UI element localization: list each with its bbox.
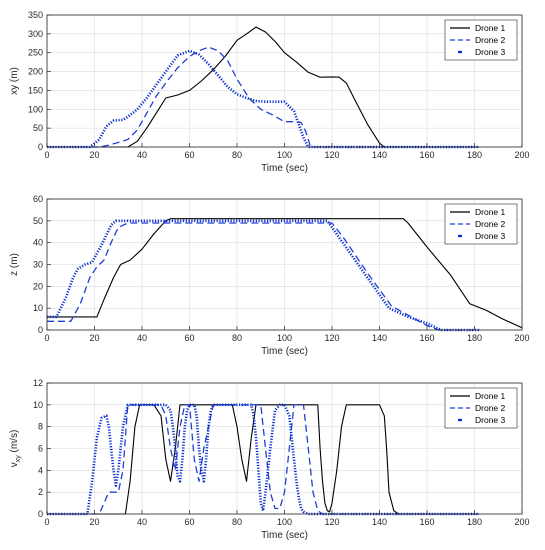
chart-3-xtick-label-4: 80	[232, 517, 242, 527]
chart-2-xtick-label-4: 80	[232, 333, 242, 343]
chart-3-xtick-label-1: 20	[89, 517, 99, 527]
chart-3-legend-label-2: Drone 2	[475, 403, 506, 413]
chart-1-legend-label-3: Drone 3	[475, 47, 506, 57]
chart-3-xtick-label-8: 160	[419, 517, 434, 527]
chart-2-xtick-label-8: 160	[419, 333, 434, 343]
chart-2-xtick-label-10: 200	[514, 333, 529, 343]
chart-1: 0 20 40 60 80 100 120 140 160 180 200 0 50 100 150 200 2…	[9, 10, 530, 174]
chart-3-ytick-label-1: 2	[38, 487, 43, 497]
chart-3-legend-label-1: Drone 1	[475, 391, 506, 401]
chart-2-ytick-label-5: 50	[33, 216, 43, 226]
chart-1-y-axis-label: xy (m)	[9, 67, 20, 95]
chart-2-series-drone-1-line	[47, 218, 523, 329]
chart-2-xtick-label-0: 0	[44, 333, 49, 343]
chart-1-xtick-label-0: 0	[44, 150, 49, 160]
chart-2-legend-label-1: Drone 1	[475, 207, 506, 217]
chart-1-ytick-label-6: 300	[28, 29, 43, 39]
chart-2: 0 20 40 60 80 100 120 140 160 180 200 0 10 20 30 40 50 60…	[9, 194, 530, 357]
chart-3-y-axis-label: vxy (m/s)	[9, 430, 22, 468]
chart-3: 0 20 40 60 80 100 120 140 160 180 200 0 2 4 6 8 10 12 Time…	[9, 378, 530, 541]
chart-3-xtick-label-6: 120	[324, 517, 339, 527]
chart-1-xtick-label-7: 140	[372, 150, 387, 160]
chart-2-xtick-label-1: 20	[89, 333, 99, 343]
chart-1-xtick-label-9: 180	[467, 150, 482, 160]
chart-2-ytick-label-1: 10	[33, 303, 43, 313]
chart-3-ytick-label-6: 12	[33, 378, 43, 388]
chart-1-ytick-label-5: 250	[28, 48, 43, 58]
chart-2-xtick-label-3: 60	[184, 333, 194, 343]
chart-3-xtick-label-5: 100	[277, 517, 292, 527]
chart-1-series-drone-2-line	[47, 46, 475, 148]
chart-1-ytick-label-4: 200	[28, 67, 43, 77]
chart-1-xtick-label-10: 200	[514, 150, 529, 160]
chart-3-legend: Drone 1 Drone 2 Drone 3	[444, 387, 518, 429]
chart-2-ytick-label-2: 20	[33, 281, 43, 291]
chart-2-ytick-label-3: 30	[33, 260, 43, 270]
chart-3-ytick-label-4: 8	[38, 422, 43, 432]
chart-2-ytick-label-4: 40	[33, 238, 43, 248]
chart-3-xtick-label-0: 0	[44, 517, 49, 527]
chart-3-xtick-label-2: 40	[137, 517, 147, 527]
chart-2-x-axis-label: Time (sec)	[261, 346, 308, 357]
chart-1-x-axis-label: Time (sec)	[261, 163, 308, 174]
chart-1-xtick-label-4: 80	[232, 150, 242, 160]
chart-3-xtick-label-10: 200	[514, 517, 529, 527]
chart-2-legend-label-2: Drone 2	[475, 219, 506, 229]
chart-3-x-axis-label: Time (sec)	[261, 530, 308, 541]
chart-2-ytick-label-0: 0	[38, 325, 43, 335]
chart-2-xtick-label-6: 120	[324, 333, 339, 343]
chart-3-legend-box	[444, 387, 518, 429]
chart-1-ytick-label-0: 0	[38, 142, 43, 152]
chart-2-series-drone-2-line	[47, 222, 480, 331]
chart-1-legend-box	[444, 19, 518, 61]
chart-3-ytick-label-0: 0	[38, 509, 43, 519]
chart-1-legend: Drone 1 Drone 2 Drone 3	[444, 19, 518, 61]
chart-3-series-drone-3-line	[47, 403, 480, 516]
chart-2-legend-box	[444, 203, 518, 245]
chart-1-ytick-label-1: 50	[33, 123, 43, 133]
chart-1-ytick-label-3: 150	[28, 85, 43, 95]
chart-1-xtick-label-5: 100	[277, 150, 292, 160]
chart-3-xtick-label-9: 180	[467, 517, 482, 527]
chart-1-ytick-label-2: 100	[28, 104, 43, 114]
chart-2-y-axis-label: z (m)	[9, 253, 20, 276]
chart-3-ytick-label-3: 6	[38, 444, 43, 454]
chart-2-ytick-label-6: 60	[33, 194, 43, 204]
chart-2-series-drone-3-line	[47, 219, 480, 332]
chart-1-ytick-label-7: 350	[28, 10, 43, 20]
chart-3-series-drone-2-line	[47, 404, 480, 515]
chart-3-xtick-label-3: 60	[184, 517, 194, 527]
chart-1-xtick-label-2: 40	[137, 150, 147, 160]
chart-1-xtick-label-8: 160	[419, 150, 434, 160]
chart-1-xtick-label-6: 120	[324, 150, 339, 160]
chart-2-legend-label-3: Drone 3	[475, 231, 506, 241]
chart-1-legend-label-2: Drone 2	[475, 35, 506, 45]
chart-3-ytick-label-2: 4	[38, 465, 43, 475]
chart-2-xtick-label-2: 40	[137, 333, 147, 343]
chart-1-xtick-label-1: 20	[89, 150, 99, 160]
chart-2-xtick-label-5: 100	[277, 333, 292, 343]
chart-2-xtick-label-9: 180	[467, 333, 482, 343]
chart-2-xtick-label-7: 140	[372, 333, 387, 343]
chart-1-xtick-label-3: 60	[184, 150, 194, 160]
chart-3-legend-label-3: Drone 3	[475, 415, 506, 425]
chart-3-xtick-label-7: 140	[372, 517, 387, 527]
chart-2-legend: Drone 1 Drone 2 Drone 3	[444, 203, 518, 245]
chart-1-legend-label-1: Drone 1	[475, 23, 506, 33]
chart-1-series-drone-1-line	[47, 26, 480, 148]
chart-3-ytick-label-5: 10	[33, 400, 43, 410]
